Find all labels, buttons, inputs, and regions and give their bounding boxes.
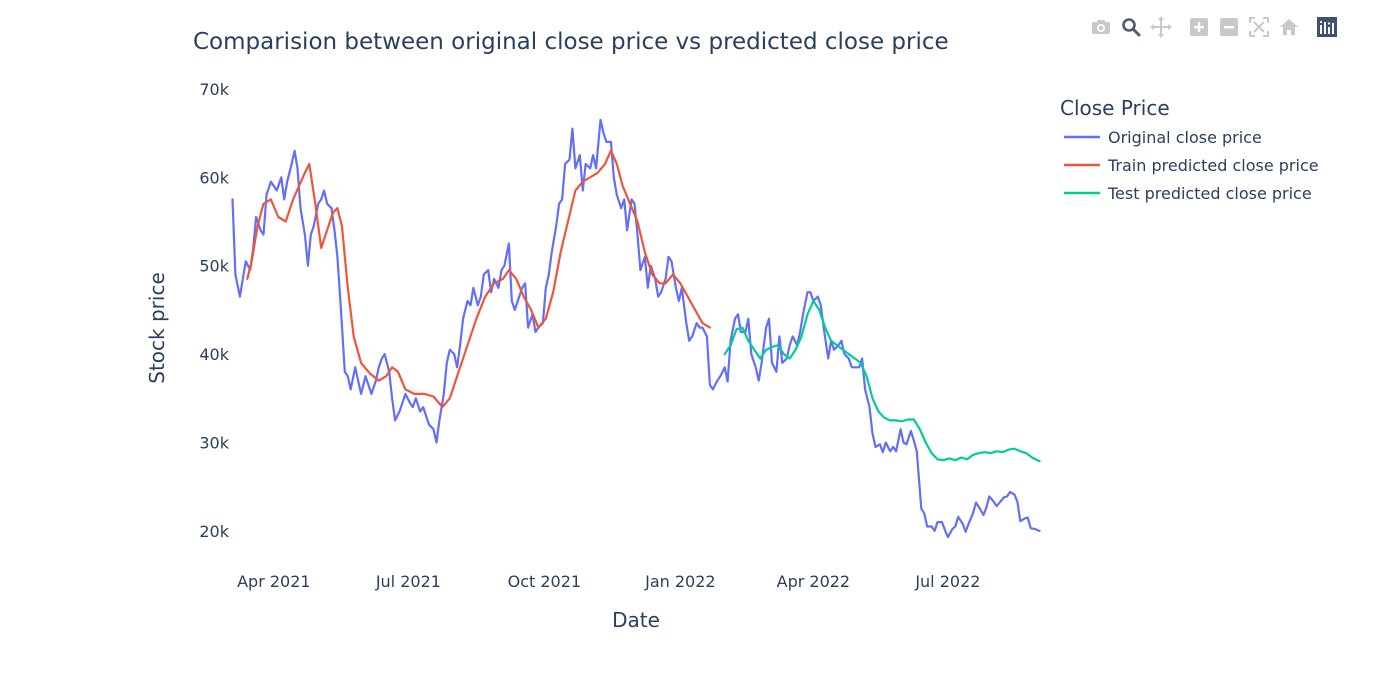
pan-icon[interactable]: [1148, 14, 1174, 40]
y-tick-label: 40k: [199, 345, 229, 364]
legend-item-3[interactable]: Test predicted close price: [1064, 184, 1312, 203]
y-tick-label: 20k: [199, 522, 229, 541]
y-tick-label: 30k: [199, 433, 229, 452]
legend: Close Price Original close price Train pr…: [1060, 96, 1319, 203]
zoom-icon[interactable]: [1118, 14, 1144, 40]
x-tick-label: Oct 2021: [508, 572, 581, 591]
legend-title: Close Price: [1060, 96, 1170, 120]
series-line-2[interactable]: [246, 149, 711, 409]
camera-icon[interactable]: [1088, 14, 1114, 40]
y-tick-label: 50k: [199, 257, 229, 276]
legend-item-1[interactable]: Original close price: [1064, 128, 1262, 147]
x-axis-title: Date: [612, 608, 660, 632]
y-axis-ticks: 20k 30k 40k 50k 60k 70k: [199, 80, 229, 541]
plot-area[interactable]: [231, 80, 1041, 553]
zoom-out-icon[interactable]: [1216, 14, 1242, 40]
zoom-in-icon[interactable]: [1186, 14, 1212, 40]
x-tick-label: Apr 2021: [237, 572, 310, 591]
y-axis-title: Stock price: [145, 272, 169, 383]
modebar: [1088, 14, 1344, 40]
y-tick-label: 70k: [199, 80, 229, 99]
home-icon[interactable]: [1276, 14, 1302, 40]
series-line-1[interactable]: [231, 118, 1041, 539]
chart-title: Comparision between original close price…: [193, 29, 949, 55]
legend-item-2[interactable]: Train predicted close price: [1064, 156, 1319, 175]
x-tick-label: Apr 2022: [777, 572, 850, 591]
series-line-3[interactable]: [723, 299, 1041, 463]
legend-label: Train predicted close price: [1107, 156, 1319, 175]
legend-label: Original close price: [1108, 128, 1262, 147]
x-tick-label: Jan 2022: [644, 572, 715, 591]
x-tick-label: Jul 2022: [914, 572, 980, 591]
legend-label: Test predicted close price: [1107, 184, 1312, 203]
plotly-logo-icon[interactable]: [1314, 14, 1340, 40]
plot-background[interactable]: [231, 80, 1041, 553]
autoscale-icon[interactable]: [1246, 14, 1272, 40]
x-tick-label: Jul 2021: [375, 572, 441, 591]
y-tick-label: 60k: [199, 168, 229, 187]
x-axis-ticks: Apr 2021 Jul 2021 Oct 2021 Jan 2022 Apr 2022…: [237, 572, 980, 591]
